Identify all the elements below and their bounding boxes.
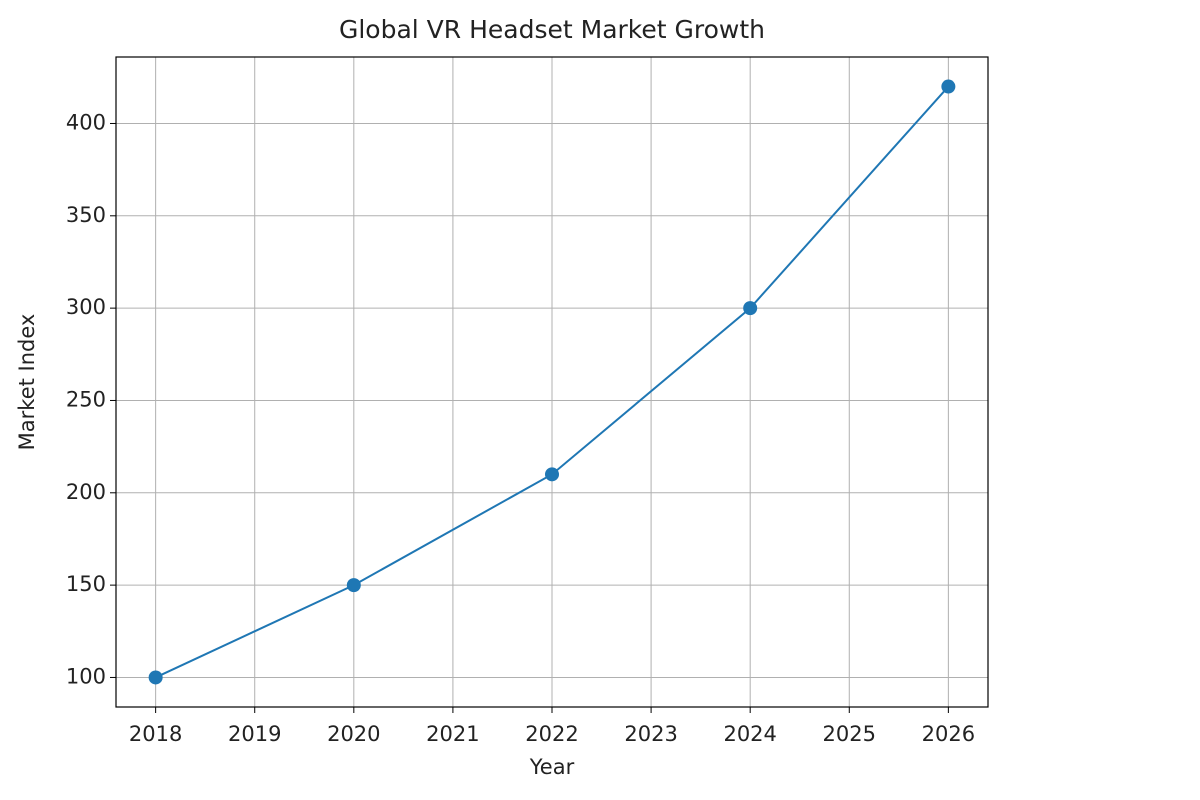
x-tick-label: 2023 bbox=[624, 722, 677, 746]
y-tick-label: 100 bbox=[66, 664, 106, 688]
plot-frame bbox=[115, 56, 989, 708]
y-tick-label: 150 bbox=[66, 572, 106, 596]
marker bbox=[148, 670, 163, 685]
x-tick-label: 2026 bbox=[922, 722, 975, 746]
x-tick-label: 2025 bbox=[823, 722, 876, 746]
y-tick-label: 250 bbox=[66, 387, 106, 411]
x-tick-label: 2021 bbox=[426, 722, 479, 746]
x-axis-label: Year bbox=[529, 755, 575, 779]
x-tick-label: 2024 bbox=[723, 722, 776, 746]
x-tick-label: 2019 bbox=[228, 722, 281, 746]
y-tick-label: 350 bbox=[66, 203, 106, 227]
y-tick-label: 300 bbox=[66, 295, 106, 319]
chart-title: Global VR Headset Market Growth bbox=[339, 15, 765, 44]
x-tick-label: 2018 bbox=[129, 722, 182, 746]
y-tick-label: 400 bbox=[66, 110, 106, 134]
x-tick-label: 2020 bbox=[327, 722, 380, 746]
y-tick-label: 200 bbox=[66, 480, 106, 504]
marker bbox=[743, 301, 758, 316]
x-tick-label: 2022 bbox=[525, 722, 578, 746]
y-axis-label: Market Index bbox=[15, 314, 39, 451]
marker bbox=[545, 467, 559, 482]
marker bbox=[346, 578, 361, 593]
marker bbox=[941, 79, 956, 94]
